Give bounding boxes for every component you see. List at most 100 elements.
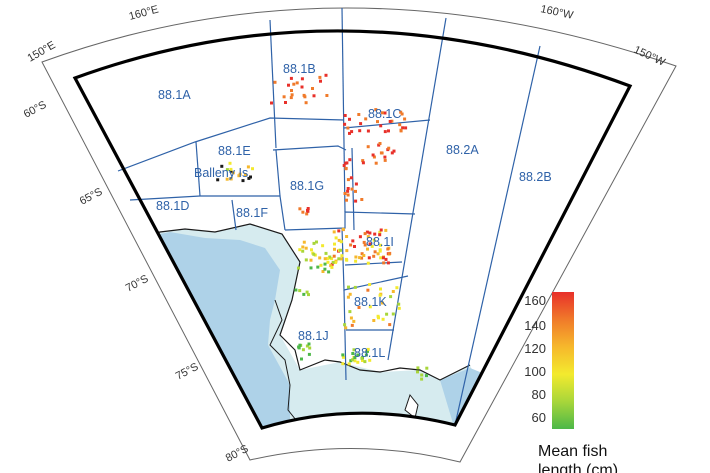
catch-point (343, 192, 347, 195)
catch-point (323, 267, 327, 271)
catch-point (366, 247, 369, 251)
catch-point (371, 153, 375, 157)
catch-point (292, 82, 296, 86)
lat-label-75s: 75°S (174, 361, 201, 383)
catch-point (349, 316, 353, 320)
catch-point (357, 306, 361, 309)
catch-point (246, 165, 250, 169)
legend-color-bar (552, 292, 574, 429)
catch-point (382, 261, 386, 265)
catch-point (366, 261, 370, 265)
catch-point (378, 142, 382, 145)
catch-point (361, 159, 365, 163)
lat-label-65s: 65°S (78, 186, 105, 208)
catch-point (304, 246, 308, 250)
catch-point (307, 342, 311, 346)
catch-point (374, 108, 378, 112)
catch-point (356, 360, 360, 364)
coastline (139, 223, 471, 381)
catch-point (376, 120, 379, 124)
catch-point (312, 241, 316, 245)
catch-point (334, 260, 338, 264)
catch-point (380, 111, 384, 115)
catch-point (366, 347, 370, 351)
catch-point (368, 231, 372, 235)
catch-point (323, 262, 327, 266)
catch-point (332, 230, 336, 234)
catch-point (388, 323, 392, 327)
catch-point (346, 193, 350, 197)
catch-point (216, 178, 220, 182)
boundary (129, 195, 286, 231)
lat-label-70s: 70°S (124, 273, 151, 295)
catch-point (364, 353, 368, 357)
catch-point (387, 129, 390, 133)
catch-point (384, 257, 388, 261)
catch-point (339, 257, 343, 261)
catch-point (368, 305, 372, 309)
catch-point (354, 182, 358, 186)
area-label-88-1g: 88.1G (290, 179, 324, 193)
legend-tick: 160 (524, 293, 546, 308)
catch-point (383, 155, 387, 159)
catch-point (368, 242, 372, 246)
boundary (343, 289, 347, 381)
catch-point (385, 312, 389, 316)
catch-point (378, 230, 382, 234)
catch-point (373, 250, 377, 254)
catch-point (384, 228, 388, 232)
legend-tick: 60 (532, 410, 546, 425)
catch-point (363, 360, 367, 364)
catch-point (390, 119, 394, 123)
catch-point (339, 248, 342, 252)
area-label-88-1e: 88.1E (218, 144, 251, 158)
catch-point (307, 293, 310, 297)
catch-point (284, 101, 287, 104)
legend-title-line2: length (cm) (538, 462, 618, 473)
catch-point (372, 254, 376, 258)
catch-point (298, 289, 302, 293)
catch-point (301, 245, 305, 249)
catch-point (387, 146, 391, 150)
catch-point (300, 357, 303, 361)
catch-point (305, 290, 309, 294)
catch-point (298, 207, 302, 211)
catch-point (319, 263, 323, 267)
legend-tick: 80 (532, 387, 546, 402)
catch-point (297, 266, 300, 270)
area-label-88-1d: 88.1D (156, 199, 189, 213)
catch-point (340, 254, 344, 258)
boundary (195, 141, 201, 197)
catch-point (381, 301, 384, 305)
boundary (231, 199, 237, 231)
catch-point (358, 235, 362, 239)
catch-point (344, 167, 348, 171)
catch-point (343, 323, 347, 327)
catch-point (309, 266, 313, 270)
catch-point (420, 373, 424, 377)
catch-point (353, 245, 356, 248)
catch-point (354, 189, 357, 193)
legend-tick: 120 (524, 341, 546, 356)
catch-point (249, 175, 252, 179)
catch-point (300, 85, 304, 89)
area-label-88-2a: 88.2A (446, 143, 479, 157)
catch-point (306, 209, 310, 213)
catch-point (225, 177, 229, 181)
catch-point (302, 292, 306, 296)
catch-point (397, 306, 401, 310)
catch-point (282, 95, 286, 99)
catch-point (321, 270, 325, 273)
map-border (72, 29, 633, 430)
catch-point (362, 254, 366, 257)
catch-point (325, 94, 329, 97)
catch-point (366, 235, 370, 239)
lon-label-160w: 160°W (539, 3, 575, 22)
area-label-88-1b: 88.1B (283, 62, 316, 76)
catch-point (378, 249, 382, 253)
catch-point (379, 243, 382, 247)
catch-point (309, 258, 313, 262)
boundary (284, 211, 416, 231)
catch-point (347, 285, 350, 289)
catch-point (290, 93, 294, 97)
